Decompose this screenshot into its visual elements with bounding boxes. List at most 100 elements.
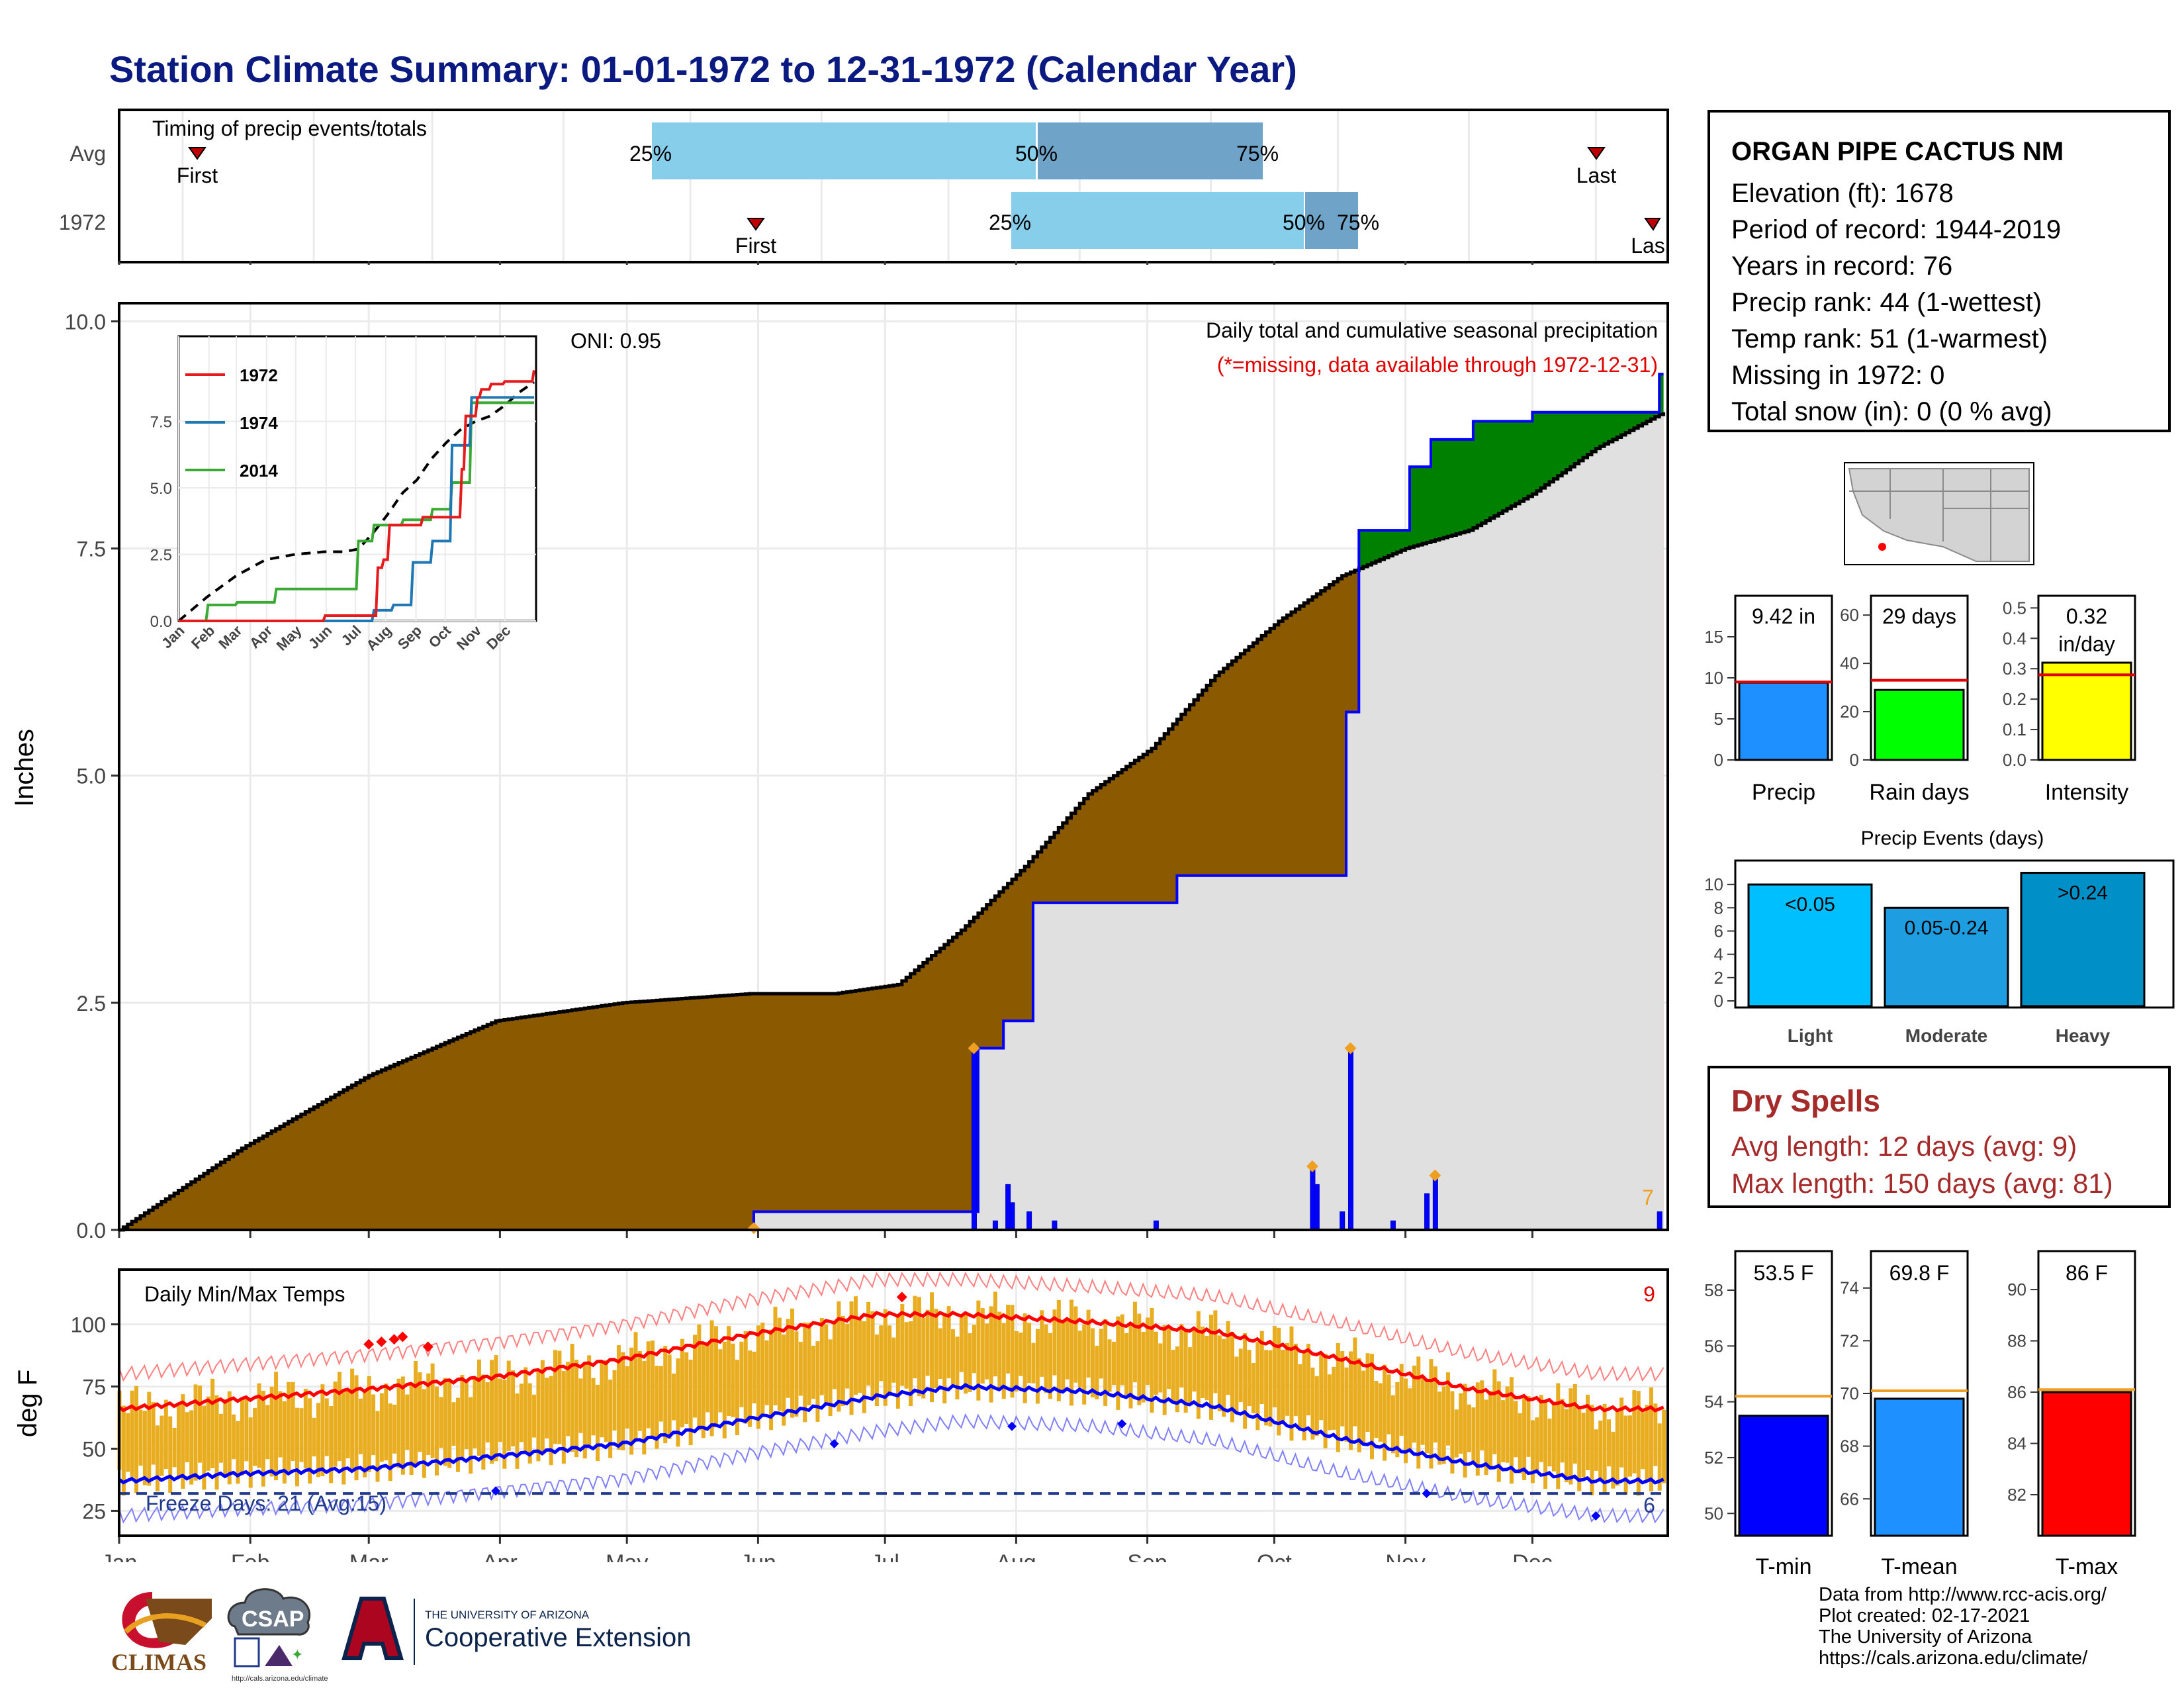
daily-temp-range-bar (773, 1307, 778, 1405)
daily-temp-range-bar (1662, 1409, 1666, 1483)
daily-temp-range-bar (964, 1313, 968, 1394)
daily-temp-range-bar (1001, 1323, 1006, 1399)
daily-temp-range-bar (895, 1315, 900, 1409)
intensity-ytick-label: 0.0 (2003, 750, 2026, 770)
daily-temp-range-bar (261, 1390, 265, 1487)
daily-temp-range-bar (1539, 1395, 1543, 1462)
daily-temp-range-bar (287, 1382, 291, 1472)
daily-temp-range-bar (566, 1362, 570, 1436)
summary-bars: 0 5 10 15 9.42 in Precip 0 20 40 60 29 days Rain da… (1704, 594, 2136, 805)
inset-month-label: Jun (305, 622, 335, 652)
daily-temp-range-bar (807, 1323, 811, 1405)
daily-temp-range-bar (1259, 1331, 1264, 1405)
inset-month-label: Jul (338, 622, 364, 649)
daily-temp-range-bar (1518, 1413, 1522, 1474)
daily-temp-range-bar (595, 1384, 600, 1462)
events-title: Precip Events (days) (1861, 827, 2044, 849)
daily-precip-bar (1314, 1184, 1320, 1231)
daily-temp-range-bar (578, 1378, 583, 1433)
daily-temp-range-bar (1404, 1378, 1408, 1464)
daily-temp-range-bar (701, 1343, 705, 1438)
daily-temp-range-bar (976, 1300, 981, 1401)
events-ytick-label: 2 (1714, 968, 1723, 988)
daily-temp-range-bar (748, 1350, 752, 1427)
daily-temp-range-bar (642, 1360, 647, 1455)
events-ytick-label: 8 (1714, 898, 1723, 917)
daily-temp-range-bar (1289, 1326, 1294, 1441)
daily-precip-bar (1052, 1220, 1058, 1231)
daily-temp-range-bar (1459, 1393, 1463, 1454)
tmax-ytick-label: 84 (2007, 1434, 2026, 1454)
daily-temp-range-bar (989, 1306, 993, 1403)
daily-temp-range-bar (853, 1296, 858, 1395)
daily-temp-range-bar (1044, 1324, 1048, 1393)
avg-iqr-light (652, 122, 1036, 179)
daily-temp-range-bar (1390, 1395, 1395, 1454)
daily-temp-range-bar (667, 1354, 672, 1439)
temp-ytick-label: 75 (82, 1376, 106, 1399)
csap-rain-icon (234, 1637, 260, 1667)
daily-temp-range-bar (426, 1373, 431, 1455)
daily-temp-range-bar (430, 1363, 435, 1458)
daily-temp-range-bar (735, 1360, 739, 1436)
ua-logo[interactable]: THE UNIVERSITY OF ARIZONA Cooperative Ex… (341, 1597, 691, 1665)
daily-temp-range-bar (409, 1383, 414, 1476)
precip-bar (1738, 681, 1829, 761)
daily-temp-range-bar (570, 1344, 574, 1452)
daily-temp-range-bar (1606, 1419, 1611, 1467)
daily-temp-range-bar (1285, 1342, 1290, 1416)
daily-temp-range-bar (1501, 1400, 1506, 1462)
daily-temp-range-bar (803, 1322, 807, 1423)
daily-temp-range-bar (1120, 1314, 1124, 1385)
daily-temp-range-bar (1581, 1413, 1586, 1477)
daily-temp-range-bar (1344, 1367, 1349, 1442)
daily-temp-range-bar (236, 1421, 240, 1484)
record-low-marker (1117, 1419, 1127, 1429)
precip-ylabel: Inches (10, 729, 39, 807)
daily-temp-range-bar (1027, 1323, 1032, 1383)
month-label: Jul (870, 1550, 899, 1562)
daily-temp-range-bar (274, 1372, 279, 1481)
inset-month-label: Sep (394, 622, 425, 653)
precip-ytick-label: 15 (1704, 627, 1723, 647)
daily-temp-range-bar (879, 1325, 884, 1382)
timing-panel: Timing of precip events/totals Avg 1972 … (59, 109, 1669, 265)
daily-temp-range-bar (1014, 1331, 1019, 1392)
daily-temp-range-bar (1547, 1419, 1552, 1467)
daily-temp-range-bar (1509, 1377, 1514, 1484)
daily-temp-range-bar (655, 1366, 659, 1449)
avg-first-marker (188, 147, 206, 160)
daily-temp-range-bar (1433, 1366, 1437, 1443)
events-bar (2020, 872, 2146, 1008)
daily-temp-range-bar (1467, 1404, 1472, 1452)
daily-temp-range-bar (418, 1372, 422, 1452)
daily-temp-range-bar (447, 1378, 452, 1468)
avg-tmax-line (118, 1310, 1664, 1413)
raindays-value: 29 days (1882, 604, 1956, 628)
daily-temp-range-bar (925, 1309, 930, 1376)
daily-temp-range-bar (1319, 1354, 1324, 1421)
daily-temp-range-bar (930, 1292, 934, 1402)
precip-ytick-label: 0.0 (77, 1219, 106, 1243)
daily-temp-range-bar (1374, 1381, 1379, 1438)
daily-temp-range-bar (1192, 1329, 1197, 1392)
daily-temp-range-bar (553, 1350, 558, 1444)
inset-ytick-label: 7.5 (150, 414, 172, 432)
credit-line: Data from http://www.rcc-acis.org/ (1819, 1584, 2107, 1605)
precip-frame (118, 302, 1669, 1231)
daily-temp-range-bar (1492, 1369, 1497, 1454)
daily-temp-range-bar (532, 1394, 537, 1438)
raindays-bar (1874, 688, 1965, 761)
daily-temp-range-bar (1086, 1309, 1091, 1378)
inset-ytick-label: 2.5 (150, 547, 172, 565)
station-info: ORGAN PIPE CACTUS NM Elevation (ft): 167… (1707, 110, 2171, 432)
daily-temp-range-bar (1107, 1339, 1112, 1392)
ua-small-text: THE UNIVERSITY OF ARIZONA (425, 1609, 590, 1621)
climas-logo[interactable]: CLIMAS (111, 1592, 212, 1675)
y1972-last-label: Las (1631, 234, 1665, 258)
tmin-ytick-label: 58 (1704, 1280, 1723, 1300)
avg-p75: 75% (1236, 142, 1279, 165)
csap-logo[interactable]: CSAP ✦ http://cals.arizona.edu/climate (227, 1588, 328, 1683)
daily-temp-range-bar (350, 1368, 355, 1470)
daily-temp-range-bar (722, 1341, 727, 1438)
